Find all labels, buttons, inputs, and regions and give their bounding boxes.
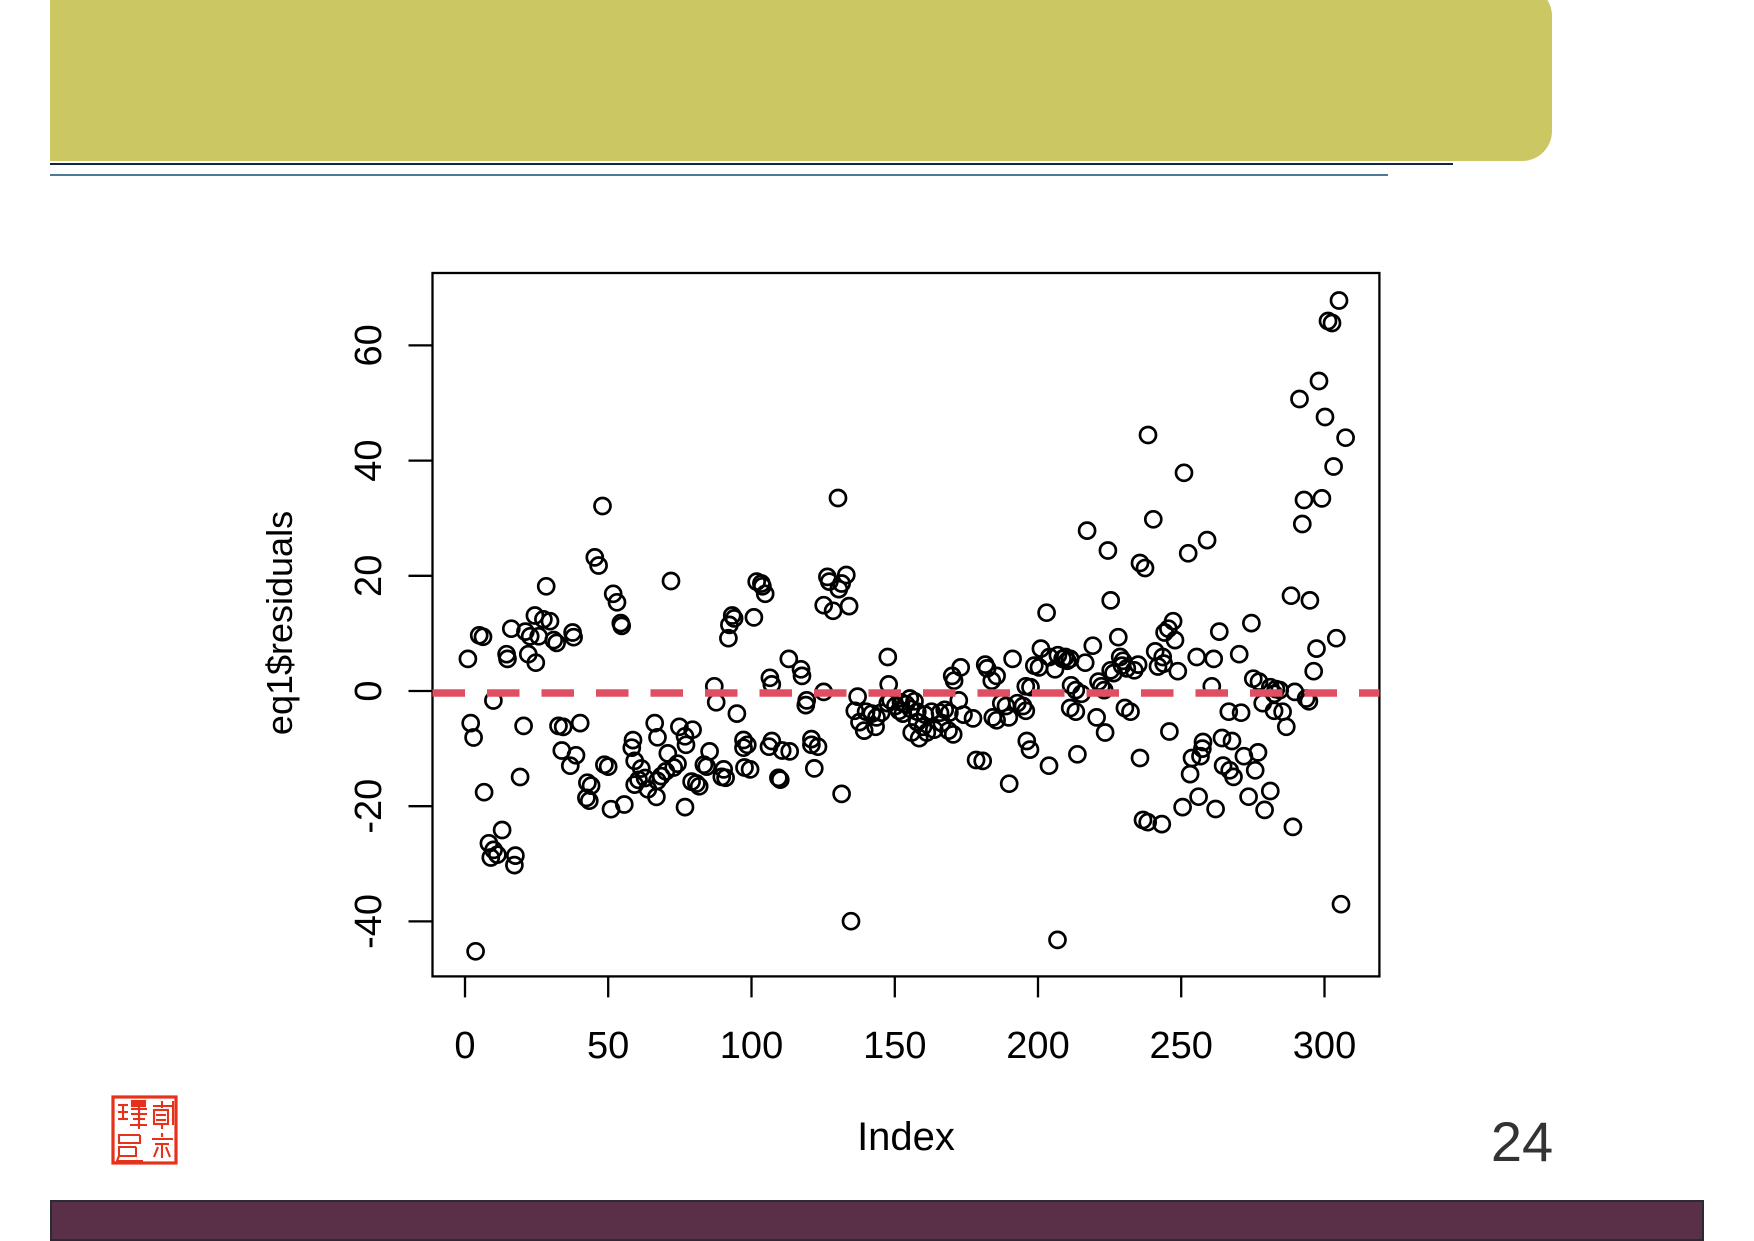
svg-text:300: 300 <box>1293 1025 1356 1067</box>
svg-text:Index: Index <box>857 1115 955 1159</box>
svg-text:40: 40 <box>348 439 390 481</box>
svg-text:200: 200 <box>1006 1025 1069 1067</box>
svg-text:-20: -20 <box>348 779 390 834</box>
svg-text:60: 60 <box>348 324 390 366</box>
svg-text:100: 100 <box>720 1025 783 1067</box>
svg-text:0: 0 <box>348 680 390 701</box>
svg-text:20: 20 <box>348 555 390 597</box>
svg-text:0: 0 <box>454 1025 475 1067</box>
svg-text:eq1$residuals: eq1$residuals <box>259 511 300 735</box>
svg-text:150: 150 <box>863 1025 926 1067</box>
svg-text:-40: -40 <box>348 894 390 949</box>
svg-text:250: 250 <box>1149 1025 1212 1067</box>
svg-text:50: 50 <box>587 1025 629 1067</box>
